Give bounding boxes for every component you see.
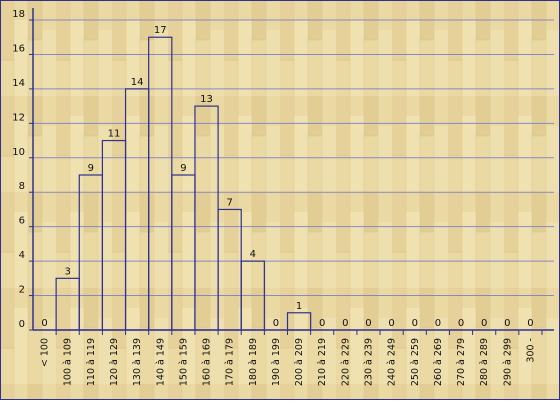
- grid-lines: [33, 19, 554, 297]
- x-tick-label: 200 à 209: [294, 338, 305, 386]
- y-tick-label: 4: [19, 250, 25, 261]
- y-tick-label: 8: [19, 181, 25, 192]
- x-tick-label: 250 à 259: [410, 338, 421, 386]
- bar-value-label: 0: [41, 318, 47, 329]
- bar-value-label: 0: [504, 318, 510, 329]
- bars: [55, 36, 312, 331]
- x-tick-label: 220 à 229: [340, 338, 351, 386]
- x-tick-label: 230 à 239: [363, 338, 374, 386]
- x-tick-label: 300 -: [525, 338, 536, 363]
- bar-value-label: 1: [296, 301, 302, 312]
- bar-value-label: 4: [250, 249, 256, 260]
- bar-value-label: 0: [435, 318, 441, 329]
- bar-value-label: 14: [131, 77, 144, 88]
- x-tick-label: 110 à 119: [86, 338, 97, 386]
- bar-value-label: 3: [65, 266, 71, 277]
- axes: [29, 8, 554, 335]
- bar-value-label: 9: [88, 163, 94, 174]
- x-tick-label: 240 à 249: [387, 338, 398, 386]
- bar-value-label: 13: [200, 94, 213, 105]
- y-tick-label: 6: [19, 216, 25, 227]
- x-tick-label: 100 à 109: [63, 338, 74, 386]
- y-tick-label: 0: [19, 319, 25, 330]
- x-tick-label: 170 à 179: [225, 338, 236, 386]
- bar-value-label: 0: [481, 318, 487, 329]
- x-tick-label: 150 à 159: [178, 338, 189, 386]
- bar-value-label: 7: [226, 197, 232, 208]
- x-tick-label: 190 à 199: [271, 338, 282, 386]
- bar-value-label: 0: [342, 318, 348, 329]
- bar-value-label: 0: [319, 318, 325, 329]
- x-tick-label: 140 à 149: [155, 338, 166, 386]
- bar-value-label: 0: [527, 318, 533, 329]
- bar-value-label: 0: [365, 318, 371, 329]
- x-tick-label: 260 à 269: [433, 338, 444, 386]
- y-tick-label: 2: [19, 285, 25, 296]
- x-tick-label: 280 à 289: [479, 338, 490, 386]
- y-tick-label: 14: [12, 78, 25, 89]
- bar-value-label: 17: [154, 25, 167, 36]
- x-tick-label: 210 à 219: [317, 338, 328, 386]
- bar-value-label: 0: [273, 318, 279, 329]
- x-tick-label: 270 à 279: [456, 338, 467, 386]
- y-tick-label: 10: [12, 147, 25, 158]
- x-tick-label: 120 à 129: [109, 338, 120, 386]
- bar-value-label: 9: [180, 163, 186, 174]
- bar-value-label: 0: [458, 318, 464, 329]
- x-tick-label: < 100: [40, 338, 51, 367]
- x-tick-label: 160 à 169: [202, 338, 213, 386]
- x-tick-label: 290 à 299: [502, 338, 513, 386]
- bar-value-label: 11: [108, 129, 121, 140]
- y-tick-label: 18: [12, 9, 25, 20]
- bar-value-label: 0: [388, 318, 394, 329]
- x-tick-label: 180 à 189: [248, 338, 259, 386]
- y-tick-label: 16: [12, 43, 25, 54]
- x-tick-label: 130 à 139: [132, 338, 143, 386]
- y-tick-label: 12: [12, 112, 25, 123]
- bar-value-label: 0: [412, 318, 418, 329]
